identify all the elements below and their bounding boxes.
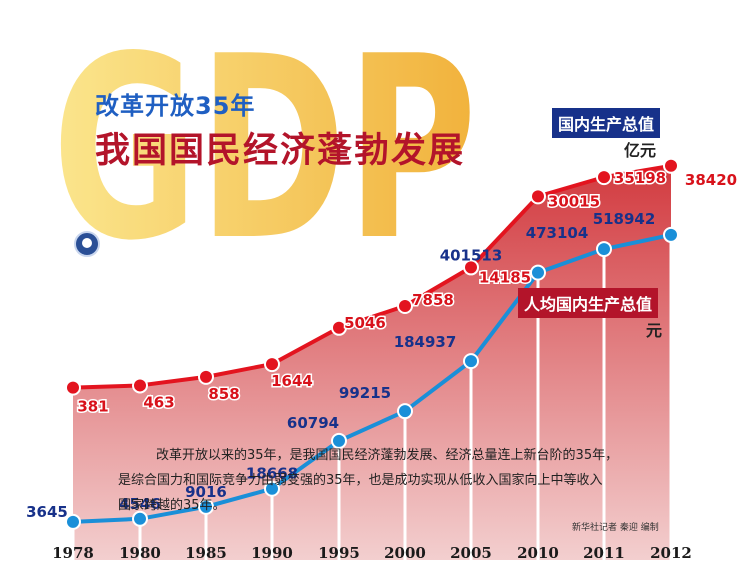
per-capita-value-label: 35198	[614, 169, 666, 187]
x-tick-label: 2000	[384, 544, 426, 562]
per-capita-point	[530, 188, 546, 205]
gdp-point	[132, 510, 148, 527]
per-capita-point	[331, 319, 347, 336]
gdp-value-label: 99215	[339, 384, 391, 402]
legend-per-capita-label: 人均国内生产总值	[518, 288, 659, 318]
gdp-value-label: 401513	[440, 247, 503, 265]
per-capita-value-label: 858	[208, 385, 239, 403]
gdp-value-label: 473104	[526, 224, 589, 242]
note-line-3: 国家跨越的35年。	[118, 498, 226, 513]
per-capita-value-label: 38420	[685, 171, 737, 189]
gdp-watermark: GDP	[52, 3, 477, 296]
gdp-value-label: 3645	[26, 503, 68, 521]
per-capita-point	[65, 379, 81, 396]
gdp-point	[198, 498, 214, 515]
x-tick-label: 2005	[450, 544, 492, 562]
subtitle: 改革开放35年	[95, 92, 256, 120]
gdp-value-label: 60794	[287, 414, 339, 432]
gdp-point	[596, 241, 612, 258]
x-tick-label: 2010	[517, 544, 559, 562]
x-tick-label: 1990	[251, 544, 293, 562]
gdp-point	[331, 432, 347, 449]
gdp-value-label: 9016	[185, 483, 227, 501]
gdp-line	[72, 232, 672, 524]
legend-gdp-unit: 亿元	[624, 141, 657, 160]
legend-per-capita-unit: 元	[646, 321, 663, 340]
per-capita-value-label: 381	[77, 398, 108, 416]
per-capita-point	[463, 259, 479, 276]
per-capita-value-label: 463	[143, 393, 174, 411]
note-line-1: 改革开放以来的35年，是我国国民经济蓬勃发展、经济总量连上新台阶的35年，	[156, 448, 619, 463]
gdp-value-label: 184937	[394, 333, 457, 351]
gdp-point	[463, 353, 479, 370]
per-capita-value-label: 30015	[548, 192, 600, 210]
x-tick-label: 2012	[650, 544, 692, 562]
x-tick-label: 1995	[318, 544, 360, 562]
per-capita-point	[264, 356, 280, 373]
per-capita-point	[663, 157, 679, 174]
x-tick-label: 1978	[52, 544, 94, 562]
note-line-2: 是综合国力和国际竞争力由弱变强的35年，也是成功实现从低收入国家向上中等收入	[118, 473, 603, 488]
gdp-point	[663, 226, 679, 243]
per-capita-value-label: 5046	[344, 314, 386, 332]
legend-gdp-label: 国内生产总值	[552, 108, 661, 138]
description-note: 改革开放以来的35年，是我国国民经济蓬勃发展、经济总量连上新台阶的35年， 是综…	[118, 443, 648, 518]
x-tick-label: 1985	[185, 544, 227, 562]
gdp-point	[530, 264, 546, 281]
per-capita-area	[73, 165, 671, 561]
gdp-point	[65, 513, 81, 530]
per-capita-line	[72, 163, 672, 390]
x-tick-label: 2011	[583, 544, 625, 562]
gdp-value-label: 4546	[119, 495, 161, 513]
xinhua-logo-icon	[74, 231, 100, 257]
per-capita-point	[397, 298, 413, 315]
per-capita-point	[198, 368, 214, 385]
per-capita-point	[132, 377, 148, 394]
page-title: 我国国民经济蓬勃发展	[95, 131, 466, 171]
per-capita-value-label: 14185	[479, 268, 531, 286]
per-capita-value-label: 1644	[271, 372, 313, 390]
credit-text: 新华社记者 秦迎 编制	[572, 523, 659, 533]
gdp-point	[397, 403, 413, 420]
gdp-value-label: 18668	[246, 465, 298, 483]
gdp-point	[264, 480, 280, 497]
per-capita-value-label: 7858	[412, 291, 454, 309]
x-tick-label: 1980	[119, 544, 161, 562]
per-capita-point	[596, 169, 612, 186]
gdp-value-label: 518942	[593, 210, 656, 228]
